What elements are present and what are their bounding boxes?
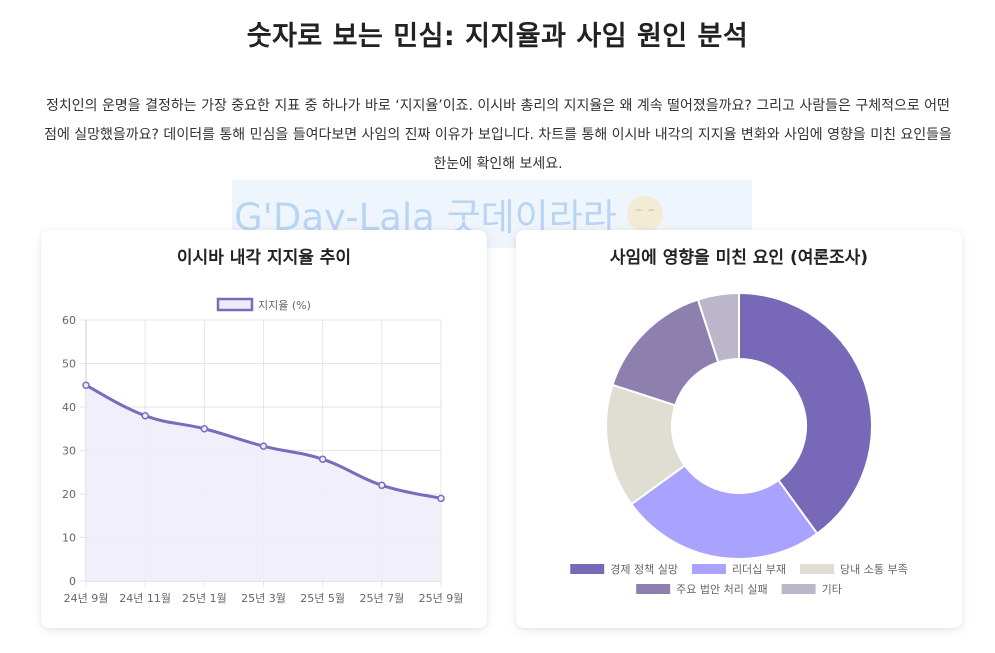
data-point <box>437 494 445 503</box>
pie-chart-title: 사임에 영향을 미친 요인 (여론조사) <box>609 248 869 268</box>
line-chart-title: 이시바 내각 지지율 추이 <box>176 248 352 268</box>
legend-label: 주요 법안 처리 실패 <box>676 583 767 596</box>
x-tick-label: 25년 3월 <box>241 592 286 605</box>
data-point <box>259 442 268 450</box>
x-tick-label: 24년 9월 <box>64 592 109 605</box>
x-tick-label: 24년 11월 <box>119 592 171 605</box>
x-tick-label: 25년 9월 <box>419 592 464 605</box>
data-point <box>378 481 386 490</box>
x-tick-label: 25년 1월 <box>182 592 227 605</box>
x-tick-label: 25년 7월 <box>359 592 404 605</box>
x-tick-label: 25년 5월 <box>300 592 345 605</box>
legend-label: 지지율 (%) <box>258 299 311 312</box>
legend-label: 기타 <box>822 583 842 596</box>
resignation-factors-card: 사임에 영향을 미친 요인 (여론조사) 경제 정책 실망 리더십 부재 당내 소통… <box>516 230 962 628</box>
y-tick-label: 20 <box>62 488 76 501</box>
intro-paragraph: 정치인의 운명을 결정하는 가장 중요한 지표 중 하나가 바로 ‘지지율’이죠… <box>44 98 952 172</box>
y-tick-label: 30 <box>62 445 76 458</box>
legend-swatch <box>636 584 671 594</box>
legend-swatch <box>570 564 605 574</box>
legend-swatch <box>691 564 726 574</box>
page-title: 숫자로 보는 민심: 지지율과 사임 원인 분석 <box>246 21 749 52</box>
y-tick-label: 10 <box>62 532 76 545</box>
support-rate-line-chart: 지지율 (%) 0 10 20 30 40 50 60 24년 9월 24년 11월 25년 1월 2… <box>62 297 464 605</box>
series-area-fill <box>86 385 441 581</box>
y-tick-label: 50 <box>62 358 76 371</box>
support-rate-card: 이시바 내각 지지율 추이 지지율 (%) 0 10 20 30 40 50 60 24년 9월… <box>41 230 487 628</box>
smiley-face-icon <box>626 196 663 232</box>
data-point <box>200 425 209 433</box>
legend-label: 리더십 부재 <box>732 563 786 576</box>
legend-swatch <box>800 564 835 574</box>
data-point <box>318 455 327 463</box>
doughnut-slice <box>738 291 873 535</box>
legend-label: 경제 정책 실망 <box>610 563 678 576</box>
legend-swatch <box>781 584 816 594</box>
legend-swatch <box>216 297 254 312</box>
doughnut-slice <box>630 463 819 560</box>
y-tick-label: 0 <box>69 575 76 588</box>
data-point <box>141 411 149 420</box>
y-tick-label: 60 <box>62 314 76 327</box>
data-point <box>82 381 90 389</box>
legend-label: 당내 소통 부족 <box>840 563 908 576</box>
y-tick-label: 40 <box>62 401 76 414</box>
doughnut-slice <box>696 291 740 364</box>
